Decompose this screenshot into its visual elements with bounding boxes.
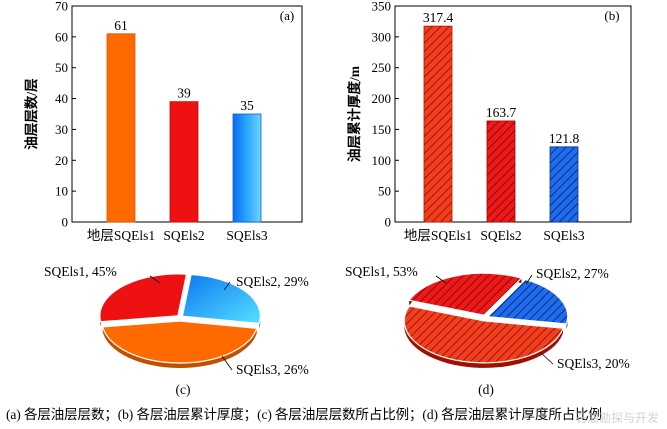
data-label: 35 — [240, 98, 254, 113]
panel-label: (d) — [478, 382, 494, 397]
data-label: 317.4 — [423, 10, 454, 25]
pie-slice-SQEls2 — [99, 273, 188, 323]
slice-label: SQEls1, 45% — [44, 264, 117, 279]
pie-chart-thickness-share: SQEls1, 53% SQEls2, 27% SQEls3, 20% (d) — [345, 264, 630, 397]
y-tick-label: 200 — [372, 91, 392, 106]
y-tick-label: 20 — [55, 153, 68, 168]
panel-label: (a) — [280, 8, 294, 23]
y-tick-label: 30 — [55, 122, 68, 137]
x-tick-label: SQEls3 — [543, 228, 585, 243]
leader-line — [221, 355, 233, 371]
x-tick-label: SQEls2 — [163, 228, 204, 243]
y-tick-label: 10 — [55, 184, 68, 199]
y-tick-label: 350 — [372, 0, 392, 14]
data-label: 39 — [177, 86, 191, 101]
bar-SQEls2 — [486, 120, 516, 223]
bar-地层SQEls1 — [423, 25, 453, 223]
slice-label: SQEls2, 29% — [236, 274, 309, 289]
pie-slice-SQEls3 — [486, 278, 569, 325]
slice-label: SQEls3, 20% — [557, 356, 630, 371]
y-axis-label: 油层累计厚度/m — [346, 65, 362, 162]
x-tick-label: 地层SQEls1 — [87, 228, 155, 243]
data-label: 163.7 — [486, 105, 517, 120]
y-tick-label: 0 — [62, 215, 69, 230]
slice-label: SQEls3, 26% — [236, 362, 309, 377]
y-tick-label: 0 — [385, 215, 392, 230]
pie-chart-layer-count-share: SQEls1, 45% SQEls2, 29% SQEls3, 26% (c) — [44, 264, 309, 397]
bar-SQEls3 — [232, 113, 262, 223]
bar-chart-layer-count: 0 10 20 30 40 50 60 70 油层层数/层 (a) 61 地层SQEls1 39 SQEl… — [23, 0, 303, 243]
pie-slice-SQEls1 — [101, 320, 258, 364]
leader-line — [435, 275, 447, 284]
slice-label: SQEls2, 27% — [536, 266, 609, 281]
x-tick-label: 地层SQEls1 — [404, 228, 472, 243]
y-tick-label: 300 — [372, 29, 392, 44]
x-tick-label: SQEls2 — [480, 228, 521, 243]
leader-line — [525, 274, 533, 285]
slice-label: SQEls1, 53% — [345, 264, 418, 279]
y-axis-label: 油层层数/层 — [23, 78, 39, 149]
leader-line — [539, 351, 554, 365]
y-tick-label: 40 — [55, 91, 68, 106]
y-tick-label: 50 — [378, 184, 391, 199]
leader-line — [223, 281, 231, 291]
panel-label: (b) — [604, 8, 619, 23]
pie-slice-SQEls3 — [181, 273, 261, 325]
y-tick-label: 250 — [372, 60, 392, 75]
x-tick-label: SQEls3 — [226, 228, 268, 243]
watermark: 石油勘探与开发 — [574, 411, 659, 425]
pie-slice-SQEls2 — [408, 272, 523, 316]
y-tick-label: 50 — [55, 60, 68, 75]
leader-line — [149, 275, 161, 284]
panel-label: (c) — [176, 382, 191, 397]
bar-SQEls2 — [169, 101, 199, 223]
y-tick-label: 70 — [55, 0, 68, 14]
y-tick-label: 60 — [55, 29, 68, 44]
y-tick-label: 150 — [372, 122, 392, 137]
bar-SQEls3 — [549, 146, 579, 223]
y-tick-label: 100 — [372, 153, 392, 168]
bar-chart-cumulative-thickness: 0 50 100 150 200 250 300 350 油层累计厚度/m (b) 317.4 地层S… — [346, 0, 632, 243]
figure-caption: (a) 各层油层层数；(b) 各层油层累计厚度；(c) 各层油层层数所占比例；(… — [6, 407, 602, 422]
pie-slice-SQEls1 — [403, 305, 564, 364]
data-label: 61 — [114, 18, 128, 33]
data-label: 121.8 — [549, 131, 580, 146]
bar-地层SQEls1 — [106, 33, 136, 223]
